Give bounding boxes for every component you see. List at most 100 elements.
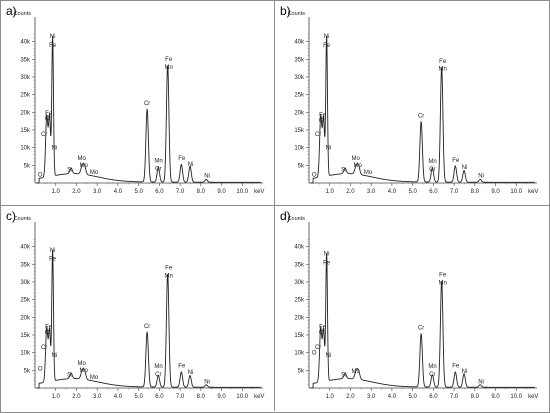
- y-tick-label: 35k: [294, 262, 305, 268]
- y-tick-label: 5k: [24, 163, 31, 169]
- peak-element-label: Ni: [188, 370, 194, 376]
- x-tick-label: 2.0: [72, 189, 81, 195]
- peak-element-label: Mo: [80, 368, 89, 374]
- x-tick-label: 3.0: [93, 394, 102, 400]
- x-tick-label: 6.0: [429, 394, 438, 400]
- x-tick-label: 8.0: [471, 394, 480, 400]
- y-tick-label: 20k: [20, 110, 31, 116]
- peak-element-label: Ni: [478, 379, 484, 385]
- x-tick-label: 1.0: [52, 394, 61, 400]
- y-tick-label: 10k: [294, 351, 305, 357]
- peak-element-label: Cr: [155, 372, 161, 378]
- peak-element-label: Fe: [319, 113, 327, 119]
- y-tick-label: 25k: [20, 298, 31, 304]
- y-tick-label: 35k: [20, 262, 31, 268]
- x-tick-label: 3.0: [93, 189, 102, 195]
- peak-element-label: Ni: [188, 162, 194, 168]
- x-tick-label: 7.0: [176, 394, 185, 400]
- x-tick-label: 4.0: [388, 189, 397, 195]
- peak-element-label: Fe: [319, 325, 327, 331]
- peak-element-label: O: [312, 173, 317, 179]
- peak-element-label: Si: [341, 372, 346, 378]
- peak-element-label: Mo: [90, 375, 99, 381]
- peak-element-label: Mo: [354, 163, 363, 169]
- y-tick-label: 30k: [294, 75, 305, 81]
- peak-element-label: Mo: [77, 361, 86, 367]
- peak-element-label: Ni: [50, 248, 56, 254]
- peak-element-label: Fe: [45, 325, 53, 331]
- peak-element-label: Cr: [319, 118, 325, 124]
- x-tick-label: 7.0: [176, 189, 185, 195]
- peak-element-label: Ni: [462, 369, 468, 375]
- peak-element-label: Cr: [45, 116, 51, 122]
- y-tick-label: 5k: [298, 368, 305, 374]
- spectrum-panel-d: d) 5k 10k 15k 20k 25k 30k 35k 40k Counts 1.0 2.0 3.…: [275, 206, 550, 411]
- spectrum-panel-c: c) 5k 10k 15k 20k 25k 30k 35k 40k Counts 1.0 2.0 3.…: [1, 206, 275, 411]
- y-tick-label: 5k: [298, 163, 305, 169]
- x-tick-label: 9.0: [217, 189, 226, 195]
- x-tick-label: 3.0: [367, 394, 376, 400]
- y-tick-label: 10k: [20, 351, 31, 357]
- y-tick-label: 20k: [20, 315, 31, 321]
- spectrum-plot: 5k 10k 15k 20k 25k 30k 35k 40k Counts 1.0 2.0 3.0 4.…: [14, 11, 265, 195]
- peak-element-label: Ni: [325, 353, 331, 359]
- peak-element-label: Cr: [418, 326, 424, 332]
- y-tick-label: 20k: [294, 110, 305, 116]
- x-tick-label: 4.0: [388, 394, 397, 400]
- axes: 5k 10k 15k 20k 25k 30k 35k 40k Counts 1.0 2.0 3.0 4.…: [288, 11, 539, 195]
- spectrum-plot: 5k 10k 15k 20k 25k 30k 35k 40k Counts 1.0 2.0 3.0 4.…: [288, 216, 539, 400]
- spectrum-series-line: [36, 249, 261, 389]
- x-tick-label: 5.0: [408, 394, 417, 400]
- peak-element-label: Mn: [428, 159, 436, 165]
- peak-element-label: Mn: [154, 158, 162, 164]
- y-tick-label: 25k: [20, 93, 31, 99]
- peak-element-label: Fe: [439, 59, 447, 65]
- x-tick-label: 1.0: [326, 394, 335, 400]
- peak-element-label: O: [312, 350, 317, 356]
- peak-element-label: Fe: [45, 111, 53, 117]
- peak-element-label: Ni: [324, 34, 330, 40]
- y-tick-label: 15k: [294, 333, 305, 339]
- peak-element-label: Mo: [364, 170, 373, 176]
- peak-element-label: Mo: [351, 156, 360, 162]
- peak-element-label: Cr: [41, 345, 47, 351]
- peak-element-label: Cr: [155, 166, 161, 172]
- x-tick-label: 10.0: [510, 189, 522, 195]
- y-tick-label: 35k: [294, 57, 305, 63]
- panel-label: c): [6, 209, 16, 223]
- y-tick-label: 40k: [20, 40, 31, 46]
- peak-element-label: Ni: [478, 174, 484, 180]
- y-tick-label: 30k: [20, 75, 31, 81]
- panel-label: b): [280, 4, 291, 18]
- y-tick-label: 35k: [20, 57, 31, 63]
- x-tick-label: 8.0: [197, 189, 206, 195]
- x-tick-label: 5.0: [134, 189, 143, 195]
- peak-element-label: O: [38, 173, 43, 179]
- x-unit-label: keV: [528, 189, 538, 195]
- x-unit-label: keV: [254, 189, 264, 195]
- peak-element-label: Mn: [165, 273, 173, 279]
- peak-element-label: Mo: [90, 170, 99, 176]
- x-tick-label: 6.0: [155, 394, 164, 400]
- peak-element-label: Fe: [165, 266, 173, 272]
- x-tick-label: 7.0: [450, 189, 459, 195]
- peak-element-label: Cr: [429, 372, 435, 378]
- spectrum-plot: 5k 10k 15k 20k 25k 30k 35k 40k Counts 1.0 2.0 3.0 4.…: [288, 11, 539, 195]
- peak-element-label: Mn: [154, 364, 162, 370]
- y-tick-label: 10k: [294, 146, 305, 152]
- panel-label: d): [280, 209, 291, 223]
- x-unit-label: keV: [528, 394, 538, 400]
- peak-element-label: Si: [67, 167, 72, 173]
- peak-element-label: Cr: [429, 167, 435, 173]
- spectrum-series-line: [310, 35, 535, 184]
- peak-element-label: Mn: [439, 280, 447, 286]
- x-tick-label: 10.0: [510, 394, 522, 400]
- peak-element-label: Cr: [418, 114, 424, 120]
- x-tick-label: 2.0: [346, 189, 355, 195]
- y-tick-label: 30k: [294, 280, 305, 286]
- peak-element-label: O: [38, 366, 43, 372]
- y-tick-label: 15k: [20, 333, 31, 339]
- peak-element-label: Mn: [439, 67, 447, 73]
